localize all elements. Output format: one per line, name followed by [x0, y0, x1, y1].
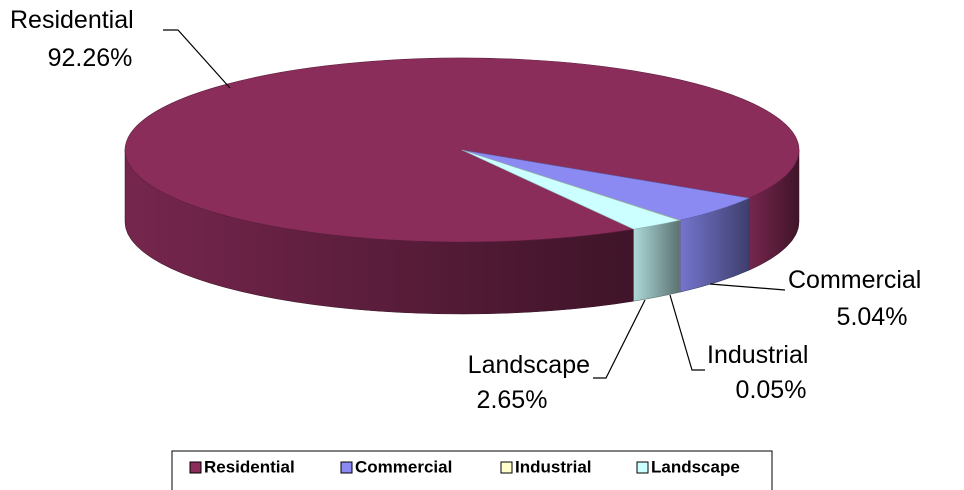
- label-value: 0.05%: [736, 376, 807, 404]
- data-labels: Residential 92.26% Commercial 5.04% Industri…: [10, 6, 921, 414]
- legend-box: [171, 450, 773, 490]
- pie-side: [633, 220, 680, 302]
- legend-swatch: [500, 461, 513, 474]
- legend-swatch: [636, 461, 649, 474]
- legend: Residential Commercial Industrial Landscape: [189, 457, 740, 476]
- leader-line: [163, 29, 231, 89]
- label-value: 5.04%: [837, 303, 908, 331]
- leader-line: [593, 299, 646, 379]
- label-name: Residential: [10, 6, 134, 34]
- pie-slice: [461, 149, 681, 230]
- pie-tops: [124, 57, 800, 243]
- legend-label: Landscape: [651, 457, 740, 476]
- label-name: Industrial: [707, 341, 808, 369]
- legend-swatch: [189, 461, 202, 474]
- label-name: Commercial: [788, 266, 921, 294]
- label-value: 2.65%: [477, 386, 548, 414]
- label-name: Landscape: [468, 351, 590, 379]
- leader-line: [669, 294, 705, 371]
- legend-label: Residential: [204, 457, 295, 476]
- pie-sides: [124, 149, 800, 315]
- legend-label: Commercial: [355, 457, 452, 476]
- legend-swatch: [340, 461, 353, 474]
- leader-line: [709, 283, 786, 291]
- label-value: 92.26%: [48, 44, 133, 72]
- legend-label: Industrial: [515, 457, 592, 476]
